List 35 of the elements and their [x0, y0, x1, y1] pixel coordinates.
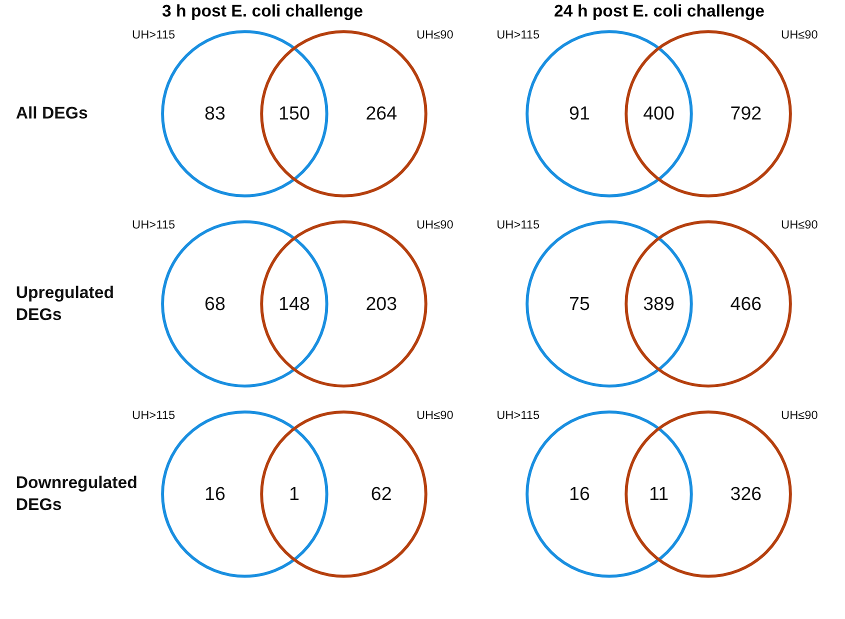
category-label: UH≤90	[416, 218, 454, 232]
data-label: 264	[366, 102, 398, 124]
data-label: 389	[643, 292, 674, 314]
data-label: 16	[204, 483, 226, 504]
data-label: 203	[366, 292, 398, 314]
data-label: 792	[730, 102, 762, 124]
data-label: 466	[730, 292, 762, 314]
data-label: 148	[278, 292, 310, 314]
category-label: UH≤90	[780, 27, 818, 42]
text: 3 h post E. coli challenge	[162, 2, 364, 21]
text: 24 h post E. coli challenge	[554, 2, 764, 21]
category-label: UH≤90	[416, 408, 454, 422]
category-label: UH>115	[496, 27, 540, 42]
data-label: 83	[204, 102, 226, 124]
data-label: 326	[730, 483, 762, 504]
data-label: 11	[649, 483, 669, 504]
category-label: UH>115	[132, 218, 176, 232]
data-label: 400	[643, 102, 674, 124]
data-label: 16	[569, 483, 590, 504]
text: Downregulated DEGs	[16, 473, 138, 514]
category-label: UH≤90	[780, 408, 818, 422]
category-label: UH>115	[132, 408, 176, 422]
data-label: 68	[204, 292, 226, 314]
category-label: UH≤90	[416, 27, 454, 42]
category-label: UH>115	[132, 27, 176, 42]
data-label: 150	[278, 102, 310, 124]
data-label: 75	[569, 292, 590, 314]
data-label: 62	[370, 483, 392, 504]
text: Upregulated DEGs	[16, 282, 114, 324]
text: All DEGs	[16, 104, 88, 123]
category-label: UH≤90	[780, 218, 818, 232]
data-label: 91	[569, 102, 590, 124]
data-label: 1	[288, 483, 300, 504]
category-label: UH>115	[496, 408, 540, 422]
category-label: UH>115	[496, 218, 540, 232]
